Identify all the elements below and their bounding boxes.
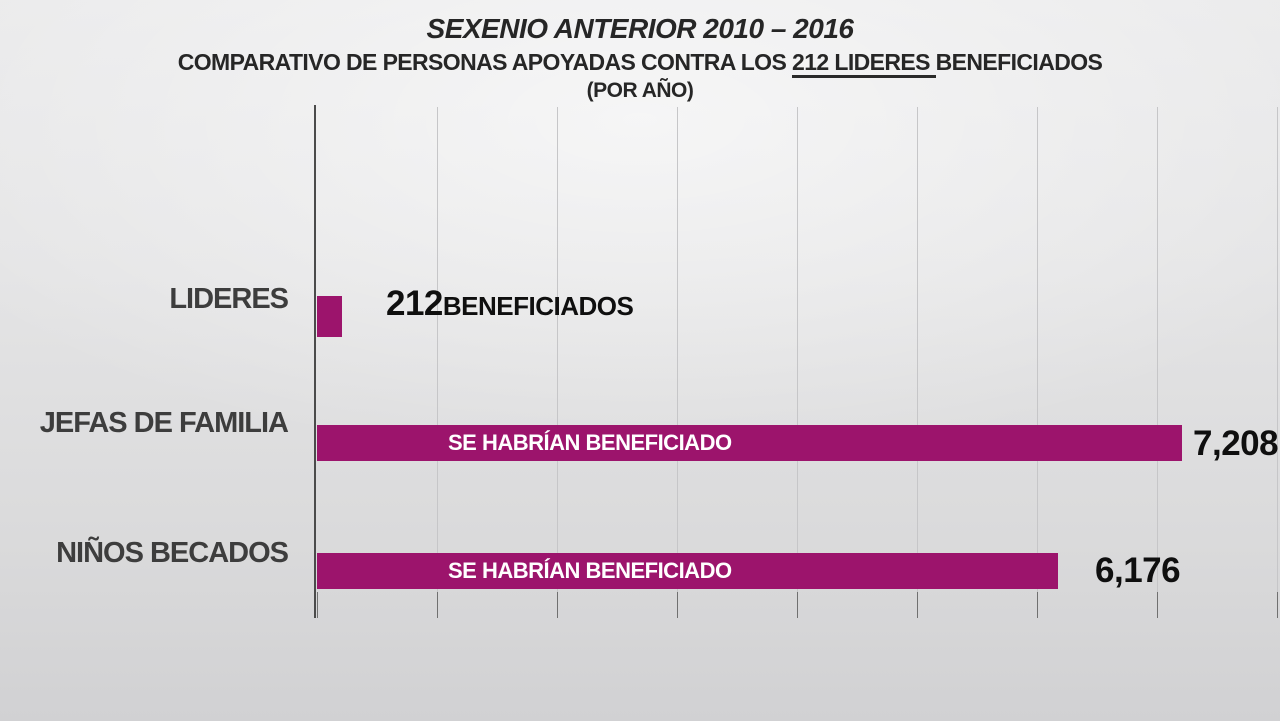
axis-tick: [677, 592, 678, 618]
axis-tick: [1037, 592, 1038, 618]
chart-subtitle: COMPARATIVO DE PERSONAS APOYADAS CONTRA …: [0, 48, 1280, 78]
value-suffix: BENEFICIADOS: [442, 291, 634, 321]
value-label-lideres: 212BENEFICIADOS: [386, 284, 634, 323]
bar-ninos-becados: SE HABRÍAN BENEFICIADO: [317, 553, 1059, 589]
gridline: [1157, 107, 1158, 592]
chart-header: SEXENIO ANTERIOR 2010 – 2016 COMPARATIVO…: [0, 12, 1280, 104]
bar-inner-label: SE HABRÍAN BENEFICIADO: [448, 558, 732, 583]
gridline: [677, 107, 678, 592]
axis-tick: [317, 592, 318, 618]
gridline: [1277, 107, 1278, 592]
gridline: [797, 107, 798, 592]
category-label-lideres: LIDERES: [169, 283, 289, 315]
value-number: 212: [386, 284, 443, 323]
subtitle-text-pre: COMPARATIVO DE PERSONAS APOYADAS CONTRA …: [177, 49, 793, 75]
category-label-ninos-becados: NIÑOS BECADOS: [56, 537, 289, 569]
axis-tick: [797, 592, 798, 618]
value-label-jefas-de-familia: 7,208: [1193, 424, 1279, 463]
axis-tick: [917, 592, 918, 618]
y-axis-line: [314, 105, 316, 618]
chart-title: SEXENIO ANTERIOR 2010 – 2016: [426, 13, 854, 44]
axis-tick: [437, 592, 438, 618]
gridline: [437, 107, 438, 592]
bar-inner-label: SE HABRÍAN BENEFICIADO: [448, 430, 732, 455]
value-label-ninos-becados: 6,176: [1095, 551, 1181, 590]
gridline: [917, 107, 918, 592]
subtitle-text-post: BENEFICIADOS: [935, 49, 1103, 75]
axis-tick: [1277, 592, 1278, 618]
chart-subtitle-peryear: (POR AÑO): [586, 79, 694, 102]
gridline: [557, 107, 558, 592]
bar-lideres: [317, 296, 343, 337]
bar-jefas-de-familia: SE HABRÍAN BENEFICIADO: [317, 425, 1182, 461]
gridline: [1037, 107, 1038, 592]
axis-tick: [557, 592, 558, 618]
axis-tick: [1157, 592, 1158, 618]
category-label-jefas-de-familia: JEFAS DE FAMILIA: [39, 407, 289, 439]
subtitle-underlined-text: 212 LIDERES: [792, 49, 936, 78]
